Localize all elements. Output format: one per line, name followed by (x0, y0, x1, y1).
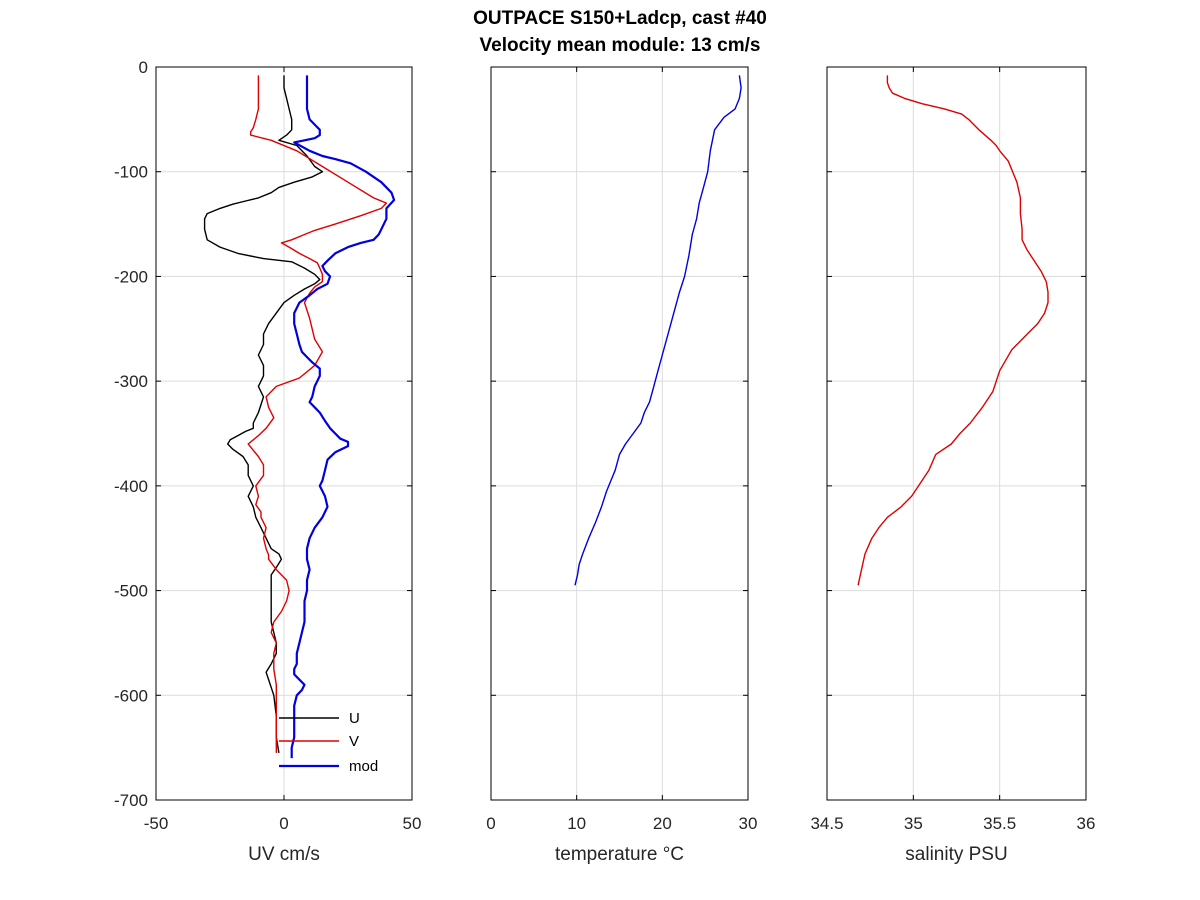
x-axis-label: salinity PSU (905, 844, 1007, 865)
x-tick-label: 20 (653, 814, 672, 833)
x-axis-label: UV cm/s (248, 844, 320, 865)
x-tick-label: 0 (486, 814, 495, 833)
series-v-line (247, 75, 388, 753)
y-tick-label: -600 (114, 686, 148, 705)
y-tick-label: -300 (114, 372, 148, 391)
series-u-line (203, 75, 324, 754)
axes-frame (490, 66, 749, 801)
x-tick-label: 35 (904, 814, 923, 833)
y-tick-label: 0 (139, 58, 148, 77)
y-tick-label: -100 (114, 163, 148, 182)
x-tick-label: 36 (1077, 814, 1096, 833)
panel-salinity: 34.5 35 35.5 36 salinity PSU (810, 66, 1096, 865)
series-mod-line (290, 75, 396, 759)
figure-title-line1: OUTPACE S150+Ladcp, cast #40 (473, 8, 767, 29)
legend-label-mod: mod (349, 758, 378, 775)
legend-label-v: V (349, 733, 359, 750)
panel-temperature: 0 10 20 30 temperature °C (486, 66, 758, 865)
x-tick-label: 10 (567, 814, 586, 833)
x-axis-label: temperature °C (555, 844, 684, 865)
y-tick-label: -200 (114, 267, 148, 286)
y-tick-label: -400 (114, 477, 148, 496)
x-tick-label: 50 (403, 814, 422, 833)
legend: U V mod (279, 710, 378, 775)
y-tick-label: -700 (114, 791, 148, 810)
x-tick-label: 30 (739, 814, 758, 833)
series-line (574, 75, 742, 586)
y-tick-label: -500 (114, 582, 148, 601)
x-tick-label: 34.5 (810, 814, 843, 833)
figure-title-line2: Velocity mean module: 13 cm/s (480, 35, 761, 56)
axes-frame (155, 66, 413, 801)
legend-label-u: U (349, 710, 360, 727)
axes-frame (826, 66, 1087, 801)
series-line (857, 75, 1049, 586)
x-tick-label: 0 (279, 814, 288, 833)
x-tick-label: -50 (144, 814, 169, 833)
x-tick-label: 35.5 (983, 814, 1016, 833)
